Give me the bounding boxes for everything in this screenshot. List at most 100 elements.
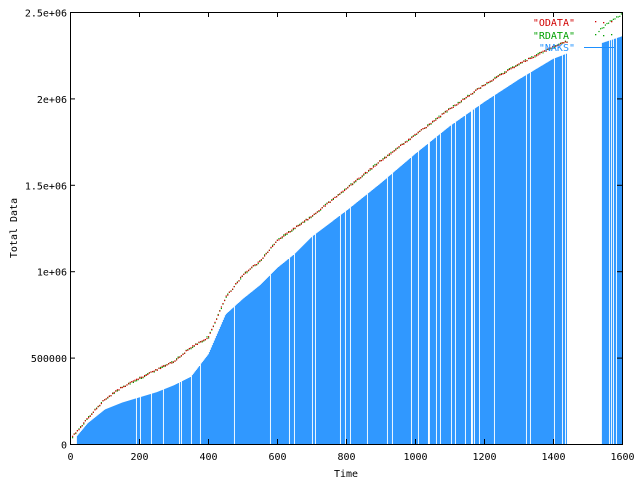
odata-point (468, 95, 470, 97)
odata-point (142, 376, 144, 378)
rdata-point (494, 76, 496, 78)
rdata-point (518, 64, 520, 66)
rdata-point (292, 229, 294, 231)
rdata-point (281, 237, 283, 239)
odata-point (260, 259, 262, 261)
x-tick-label: 600 (268, 452, 286, 463)
rdata-point (448, 108, 450, 110)
odata-point (259, 260, 261, 263)
x-tick-label: 1000 (403, 452, 427, 463)
odata-point (467, 95, 469, 98)
odata-point (244, 272, 246, 274)
rdata-point (147, 372, 149, 375)
odata-point (286, 232, 288, 234)
rdata-point (395, 148, 397, 150)
odata-point (163, 364, 165, 367)
odata-point (208, 336, 210, 338)
rdata-point (614, 18, 616, 20)
odata-point (329, 201, 331, 203)
odata-point (136, 378, 138, 380)
odata-point (283, 235, 285, 237)
odata-point (483, 84, 485, 87)
odata-point (537, 54, 539, 56)
y-tick-label: 1e+06 (37, 268, 67, 279)
rdata-point (299, 223, 301, 225)
odata-point (547, 48, 549, 50)
legend-sample-rdata (595, 34, 613, 37)
odata-point (444, 111, 446, 113)
odata-point (342, 190, 344, 192)
rdata-point (177, 356, 179, 358)
rdata-point (220, 307, 222, 310)
odata-point (336, 196, 338, 198)
odata-point (475, 89, 477, 91)
odata-point (339, 193, 341, 195)
rdata-point (408, 139, 410, 142)
odata-point (137, 378, 139, 380)
odata-point (408, 138, 410, 140)
odata-point (198, 341, 200, 343)
odata-point (158, 367, 160, 369)
rdata-point (561, 42, 563, 44)
odata-point (187, 349, 189, 351)
odata-point (147, 373, 149, 376)
rdata-point (272, 244, 274, 246)
odata-point (300, 223, 302, 225)
rdata-point (113, 392, 115, 395)
rdata-point (208, 337, 210, 339)
legend-label-rdata: "RDATA" (533, 31, 575, 42)
odata-point (532, 56, 534, 59)
rdata-point (160, 366, 162, 369)
odata-point (126, 384, 128, 386)
odata-point (422, 128, 424, 130)
rdata-point (545, 49, 547, 51)
rdata-point (80, 426, 82, 428)
odata-point (403, 143, 405, 145)
odata-point (464, 98, 466, 100)
rdata-point (225, 296, 227, 298)
odata-point (368, 169, 370, 172)
odata-point (560, 43, 562, 45)
odata-point (337, 194, 339, 196)
odata-points (72, 41, 568, 437)
odata-point (168, 363, 170, 365)
odata-point (484, 84, 486, 86)
rdata-point (555, 45, 557, 47)
rdata-point (353, 182, 355, 184)
odata-point (472, 92, 474, 95)
x-tick-label: 400 (199, 452, 217, 463)
odata-point (545, 50, 547, 52)
odata-point (216, 318, 218, 320)
odata-point (382, 159, 384, 161)
rdata-point (246, 272, 248, 274)
x-tick-label: 1400 (541, 452, 565, 463)
odata-point (366, 172, 368, 174)
odata-point (171, 362, 173, 364)
rdata-point (358, 178, 360, 180)
rdata-point (524, 59, 526, 61)
odata-point (312, 215, 314, 217)
odata-point (206, 337, 208, 340)
rdata-point (192, 346, 194, 349)
odata-point (268, 249, 270, 251)
rdata-point (390, 151, 392, 154)
rdata-point (318, 210, 320, 213)
odata-point (350, 184, 352, 186)
odata-point (486, 81, 488, 84)
odata-point (400, 144, 402, 147)
odata-point (294, 227, 296, 229)
odata-point (352, 183, 354, 185)
rdata-point (176, 358, 178, 360)
odata-point (364, 171, 366, 174)
odata-point (398, 146, 400, 148)
odata-point (553, 45, 555, 47)
odata-point (281, 236, 283, 238)
odata-point (552, 45, 554, 48)
odata-point (345, 188, 347, 190)
odata-point (81, 425, 83, 427)
odata-point (433, 120, 435, 122)
y-tick-label: 2.5e+06 (25, 9, 67, 20)
rdata-point (516, 64, 518, 67)
rdata-point (72, 437, 74, 439)
odata-point (320, 208, 322, 210)
